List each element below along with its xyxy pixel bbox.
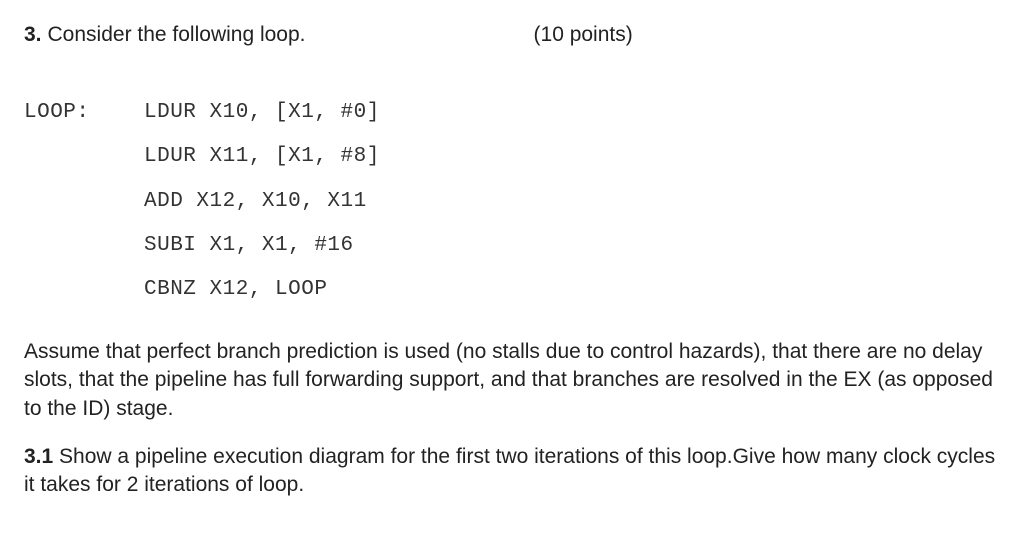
subquestion: 3.1 Show a pipeline execution diagram fo… <box>24 443 1000 500</box>
code-instruction: CBNZ X12, LOOP <box>144 278 327 301</box>
code-label: LOOP: <box>24 91 144 135</box>
subquestion-text: Show a pipeline execution diagram for th… <box>24 445 995 496</box>
question-title: Consider the following loop. <box>48 20 306 49</box>
code-instruction: ADD X12, X10, X11 <box>144 190 367 213</box>
code-block: LOOP:LDUR X10, [X1, #0] LDUR X11, [X1, #… <box>24 91 1000 311</box>
code-instruction: LDUR X11, [X1, #8] <box>144 145 380 168</box>
question-header: 3. Consider the following loop. (10 poin… <box>24 20 1000 49</box>
assumptions-paragraph: Assume that perfect branch prediction is… <box>24 338 1000 423</box>
code-instruction: SUBI X1, X1, #16 <box>144 234 354 257</box>
question-points: (10 points) <box>534 20 633 49</box>
code-line: ADD X12, X10, X11 <box>24 180 1000 224</box>
code-line: LOOP:LDUR X10, [X1, #0] <box>24 91 1000 135</box>
code-line: LDUR X11, [X1, #8] <box>24 135 1000 179</box>
code-instruction: LDUR X10, [X1, #0] <box>144 101 380 124</box>
question-number: 3. <box>24 20 42 49</box>
subquestion-number: 3.1 <box>24 445 53 468</box>
code-line: SUBI X1, X1, #16 <box>24 224 1000 268</box>
code-line: CBNZ X12, LOOP <box>24 268 1000 312</box>
